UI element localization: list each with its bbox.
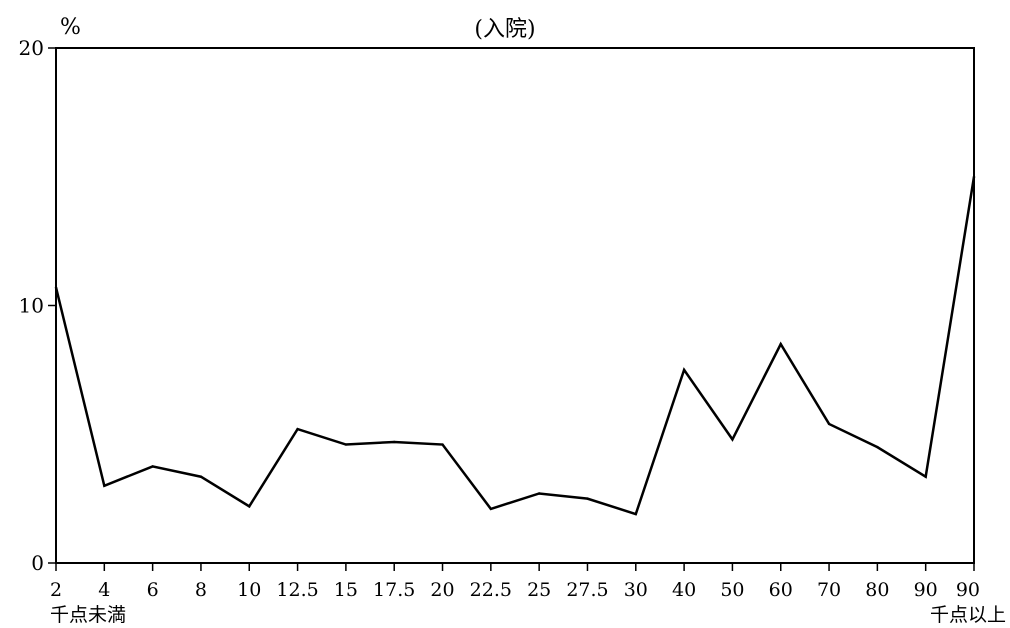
x-tick-label: 60 [769, 579, 793, 601]
data-point [248, 505, 251, 508]
data-point [103, 484, 106, 487]
y-axis-ticks: 0 10 20 [19, 36, 56, 575]
plot-frame [55, 47, 975, 564]
x-tick-label: 40 [672, 579, 696, 601]
data-point [296, 427, 299, 431]
series-line [54, 176, 976, 516]
x-tick-label: 22.5 [470, 579, 512, 601]
data-point [827, 422, 831, 426]
data-point [682, 368, 686, 372]
x-tick-label: 70 [817, 579, 841, 601]
data-point [731, 438, 734, 441]
y-tick-label: 0 [31, 551, 44, 575]
x-tick-label: 50 [720, 579, 744, 601]
data-point [393, 440, 396, 444]
y-axis-label: % [60, 15, 81, 40]
data-point [489, 507, 493, 511]
x-tick-label: 17.5 [373, 579, 415, 601]
data-point [151, 465, 154, 468]
series-layer [54, 175, 976, 516]
data-point [441, 443, 444, 446]
x-tick-label: 30 [624, 579, 648, 601]
x-tick-label: 2 [50, 579, 62, 601]
data-point [972, 175, 976, 178]
x-tick-label: 4 [98, 579, 110, 601]
x-tick-label: 25 [527, 579, 551, 601]
x-axis-ticks: 2 4 6 8 10 12.5 15 17.5 20 22.5 25 27.5 30 40 50 60 70 80… [50, 563, 980, 601]
x-tick-label: 90 [956, 579, 980, 601]
data-point [344, 443, 348, 446]
x-tick-label: 8 [195, 579, 207, 601]
data-point [537, 492, 541, 495]
data-point [54, 286, 58, 289]
last-category-note: 千点以上 [930, 604, 1006, 626]
x-tick-label: 6 [147, 579, 159, 601]
y-tick-label: 10 [19, 294, 44, 318]
x-tick-label: 15 [334, 579, 358, 601]
x-tick-label: 12.5 [276, 579, 318, 601]
x-tick-label: 27.5 [566, 579, 608, 601]
data-point [634, 512, 637, 516]
data-point [199, 475, 203, 478]
chart-title: (入院) [474, 17, 535, 42]
x-tick-label: 90 [914, 579, 938, 601]
data-point [586, 497, 589, 500]
first-category-note: 千点未満 [50, 604, 126, 626]
x-tick-label: 80 [865, 579, 889, 601]
x-tick-label: 10 [237, 579, 261, 601]
data-point [779, 342, 782, 346]
x-tick-label: 20 [430, 579, 454, 601]
data-point [924, 475, 927, 478]
y-tick-label: 20 [19, 36, 44, 60]
data-point [876, 445, 879, 449]
